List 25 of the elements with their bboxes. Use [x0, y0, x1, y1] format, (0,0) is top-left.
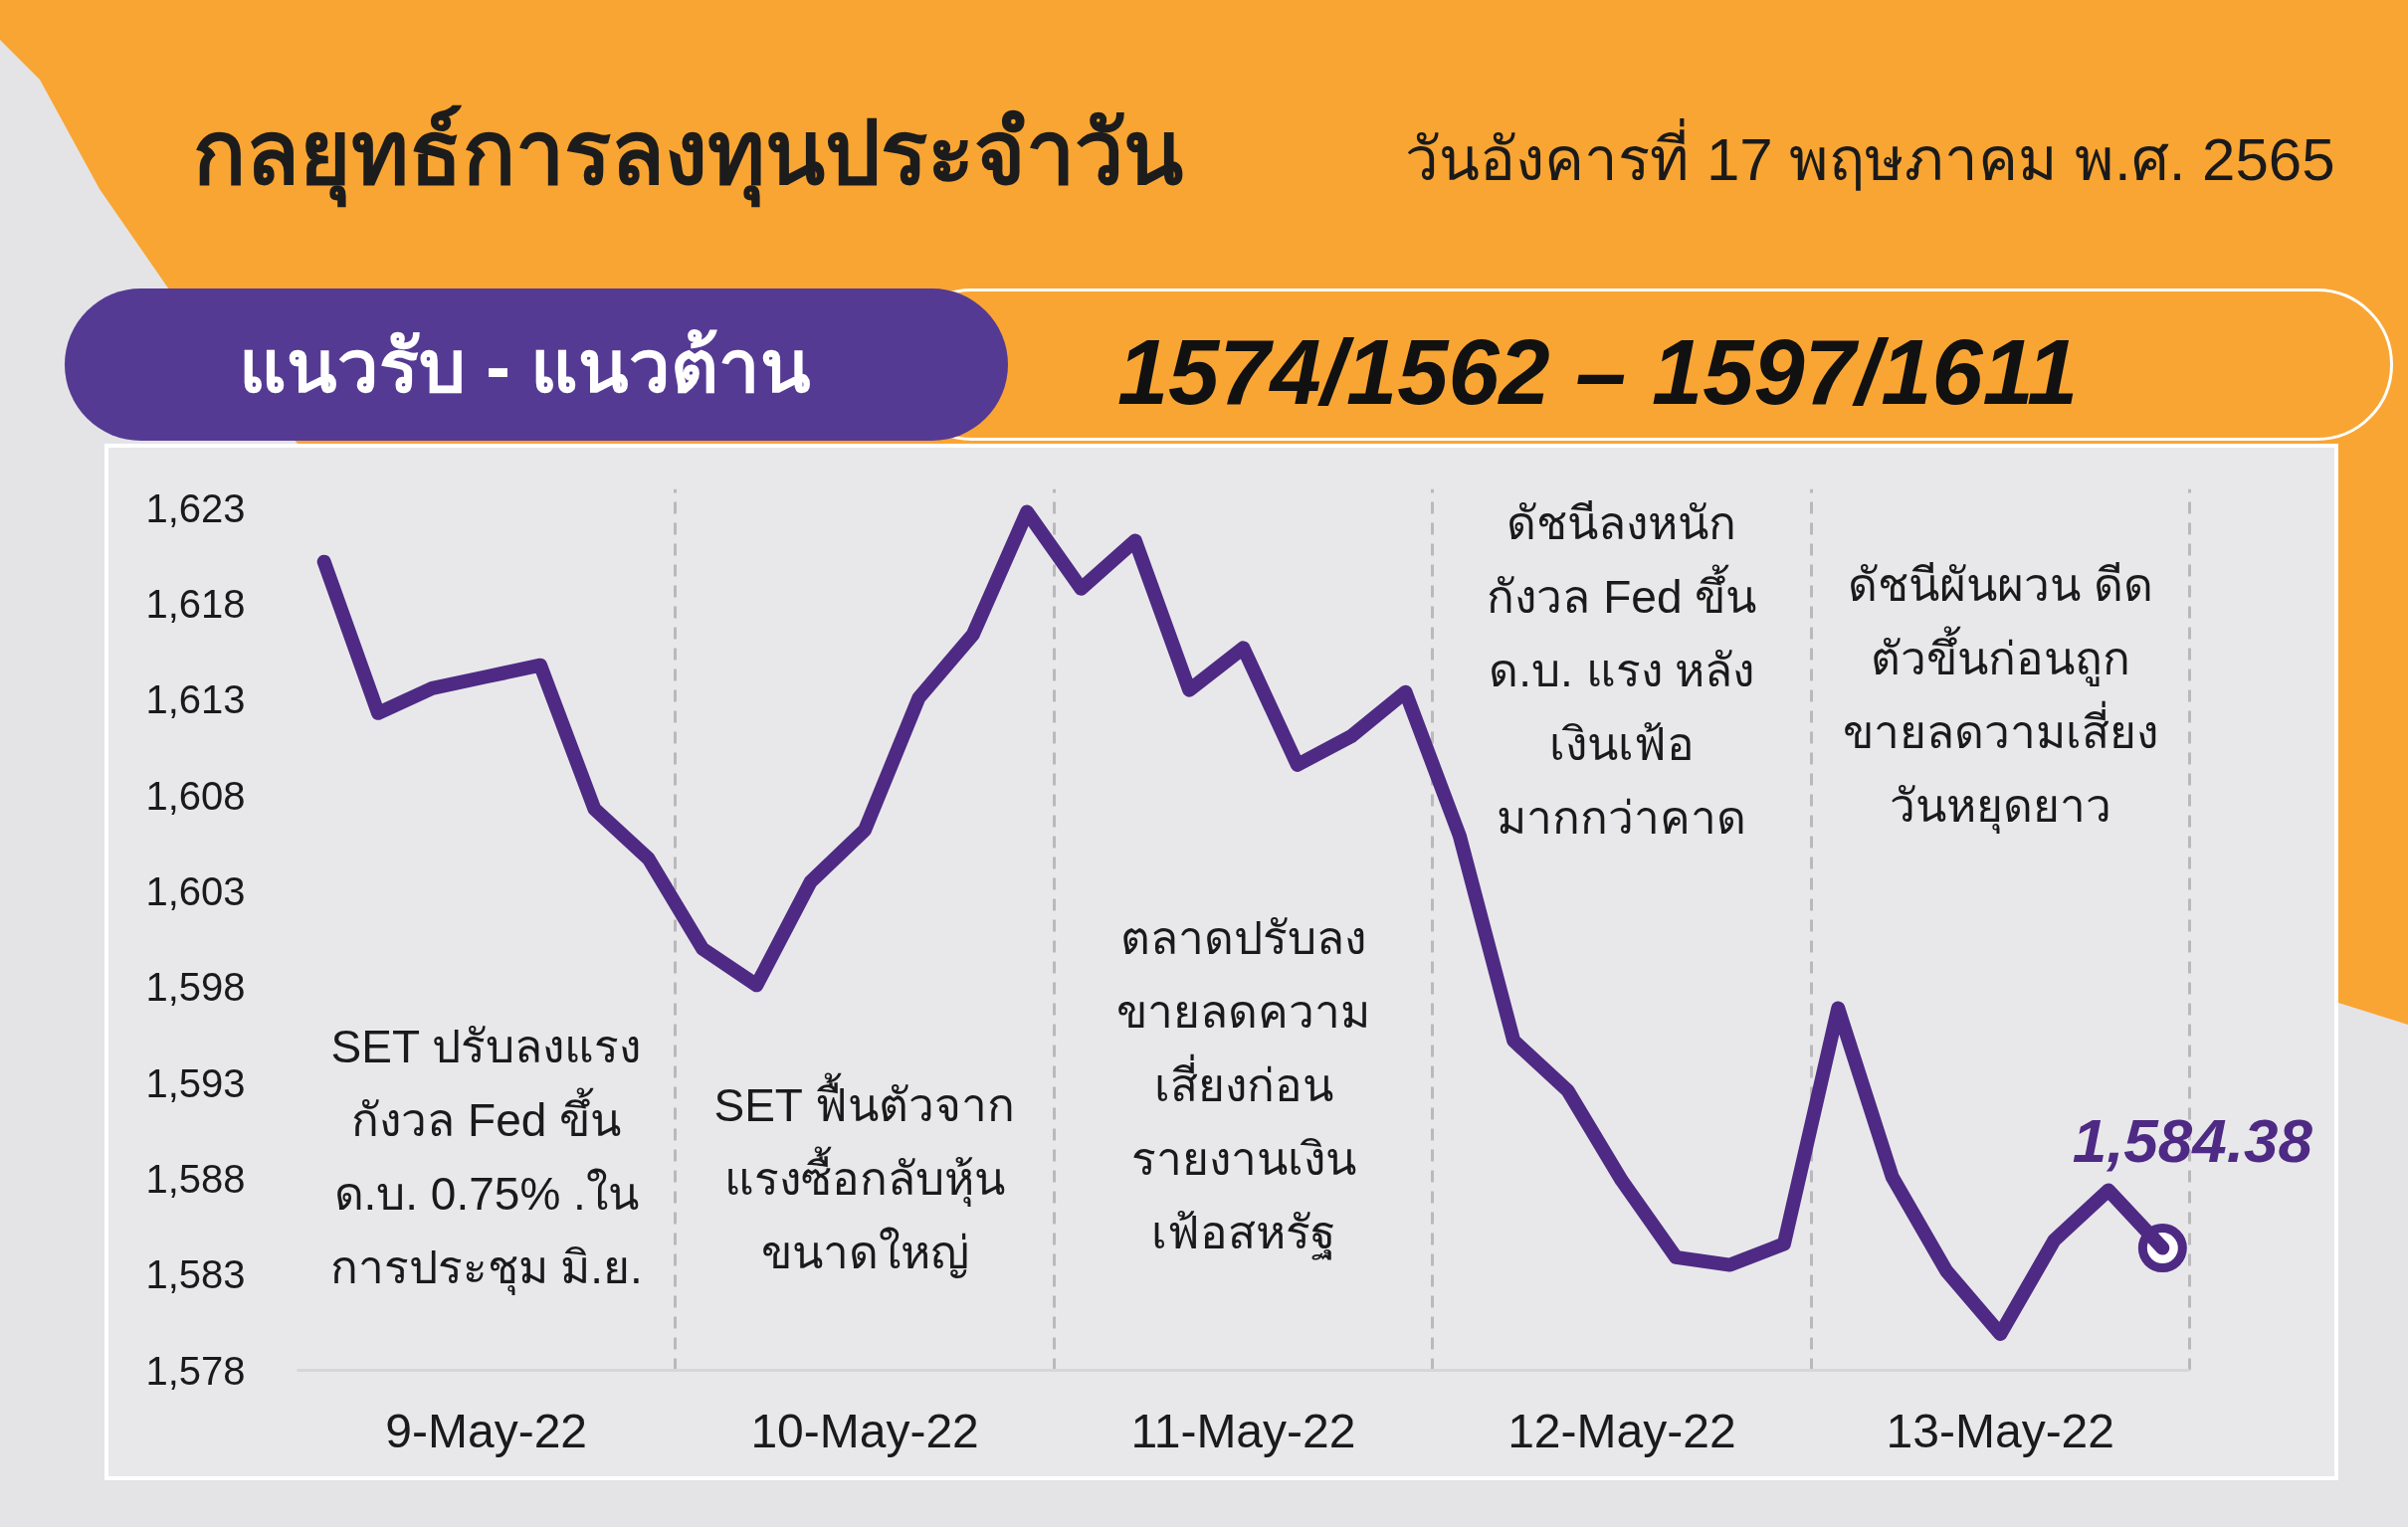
- text: 1574/1562 – 1597/1611: [1116, 320, 2079, 423]
- x-tick-label: 10-May-22: [750, 1404, 979, 1457]
- y-tick-label: 1,593: [145, 1060, 246, 1105]
- chart-subtitle: วันอังคารที่ 17 พฤษภาคม พ.ศ. 2565: [1405, 118, 2335, 193]
- x-tick-label: 11-May-22: [1130, 1404, 1356, 1457]
- annotation: ดัชนีลงหนัก กังวล Fed ขึ้น ด.บ. แรง หลัง เงินเฟ้อ มากกว่าคาด: [1487, 496, 1757, 844]
- annotation: ตลาดปรับลง ขายลดความ เสี่ยงก่อน รายงานเงิน เฟ้อสหรัฐ: [1116, 911, 1370, 1260]
- y-tick-label: 1,598: [145, 965, 246, 1010]
- text: แนวรับ - แนวต้าน: [238, 325, 812, 408]
- y-tick-label: 1,618: [145, 582, 246, 627]
- annotation: SET ปรับลงแรง กังวล Fed ขึ้น ด.บ. 0.75% .ใน การประชุม มิ.ย.: [329, 1020, 643, 1296]
- y-tick-label: 1,578: [145, 1348, 246, 1393]
- y-tick-label: 1,583: [145, 1252, 246, 1297]
- x-tick-label: 9-May-22: [385, 1404, 588, 1457]
- y-tick-label: 1,623: [145, 485, 246, 530]
- annotation: SET ฟื้นตัวจาก แรงซื้อกลับหุ้น ขนาดใหญ่: [713, 1071, 1015, 1278]
- y-tick-label: 1,613: [145, 677, 246, 722]
- data-label: 1,584.38: [2072, 1105, 2313, 1175]
- y-tick-label: 1,603: [145, 868, 246, 913]
- x-tick-label: 13-May-22: [1886, 1404, 2115, 1457]
- chart-title: กลยุทธ์การลงทุนประจำวัน: [192, 103, 1183, 208]
- y-tick-label: 1,588: [145, 1156, 246, 1201]
- y-tick-label: 1,608: [145, 773, 246, 818]
- annotation: ดัชนีผันผวน ดีด ตัวขึ้นก่อนถูก ขายลดวามเสี่ยง วันหยุดยาว: [1842, 558, 2158, 835]
- x-tick-label: 12-May-22: [1507, 1404, 1736, 1457]
